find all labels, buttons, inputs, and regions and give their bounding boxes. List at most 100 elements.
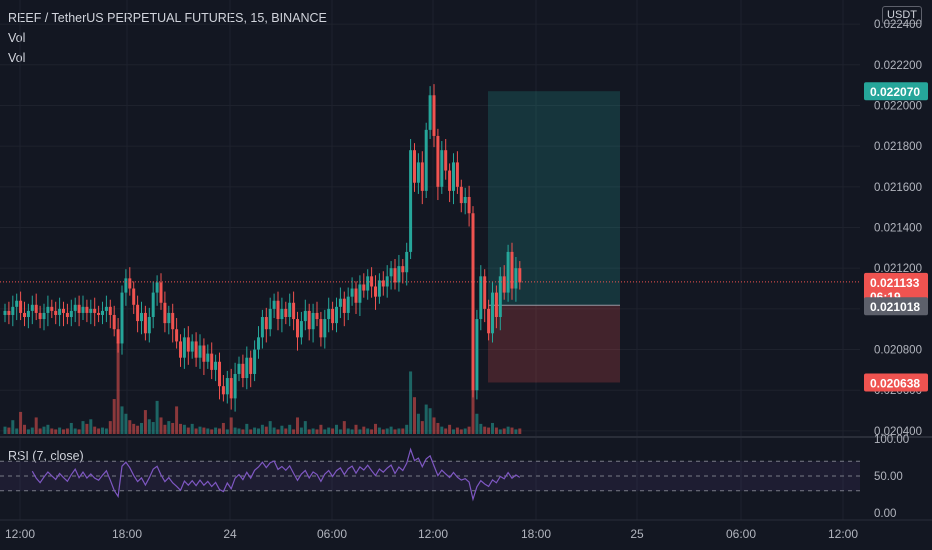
candle xyxy=(190,341,194,352)
candle xyxy=(370,276,374,287)
candle xyxy=(268,308,272,330)
candle xyxy=(284,308,288,318)
volume-bar xyxy=(354,424,358,434)
volume-bar xyxy=(440,426,444,434)
candle xyxy=(116,329,120,344)
candle xyxy=(487,308,491,334)
candle xyxy=(510,251,514,289)
price-tick-label: 0.020800 xyxy=(874,345,922,357)
candle xyxy=(381,280,385,287)
volume-bar xyxy=(89,419,93,434)
rsi-tick-label: 50.00 xyxy=(874,471,903,483)
candle xyxy=(26,310,30,318)
volume-legend-2[interactable]: Vol xyxy=(8,51,26,65)
volume-bar xyxy=(54,429,58,434)
volume-bar xyxy=(257,428,260,434)
volume-bar xyxy=(124,413,128,434)
volume-bar xyxy=(268,421,272,434)
candle xyxy=(46,306,50,313)
volume-bar xyxy=(233,427,237,434)
candle xyxy=(186,337,190,352)
candle xyxy=(479,276,483,320)
volume-bar xyxy=(159,417,163,434)
candle xyxy=(319,319,323,338)
volume-bar xyxy=(221,422,225,434)
price-tick-label: 0.021400 xyxy=(874,223,922,235)
volume-bar xyxy=(299,427,303,434)
volume-bar xyxy=(245,423,249,434)
candle xyxy=(296,319,299,338)
rsi-tick-label: 100.00 xyxy=(874,434,909,446)
volume-bar xyxy=(455,427,459,434)
candle xyxy=(377,280,381,297)
volume-bar xyxy=(487,427,491,434)
volume-bar xyxy=(491,422,494,434)
candle xyxy=(89,308,93,313)
volume-bar xyxy=(311,428,315,434)
candle xyxy=(272,300,276,309)
candle xyxy=(62,308,65,313)
candle xyxy=(346,296,350,313)
volume-legend[interactable]: Vol xyxy=(8,31,26,45)
volume-bar xyxy=(128,420,132,434)
volume-bar xyxy=(132,423,136,434)
loss-zone xyxy=(488,305,620,383)
volume-bar xyxy=(101,427,104,434)
candle xyxy=(233,373,237,399)
candle xyxy=(15,300,19,307)
candle xyxy=(315,312,319,320)
price-tick-label: 0.020400 xyxy=(874,426,922,438)
price-tick-label: 0.021600 xyxy=(874,182,922,194)
candle xyxy=(494,292,498,318)
candle xyxy=(11,306,15,315)
volume-bar xyxy=(381,429,385,434)
volume-bar xyxy=(85,423,89,434)
volume-bar xyxy=(77,429,81,434)
volume-bar xyxy=(424,404,428,434)
candle xyxy=(428,95,432,130)
volume-bar xyxy=(253,427,257,434)
candle xyxy=(175,329,179,342)
volume-bar xyxy=(175,406,179,434)
candle xyxy=(73,304,77,311)
candle xyxy=(518,268,522,283)
candle xyxy=(221,386,225,395)
volume-bar xyxy=(30,427,34,434)
volume-bar xyxy=(377,427,381,434)
candle xyxy=(245,357,249,379)
candle xyxy=(241,363,245,379)
candle xyxy=(218,361,221,387)
candle xyxy=(163,302,167,324)
candle xyxy=(354,288,358,303)
volume-bar xyxy=(237,428,241,434)
candle xyxy=(342,298,346,313)
candle xyxy=(502,276,506,293)
last-price-badge: 0.021133 xyxy=(870,276,920,290)
volume-bar xyxy=(471,378,475,434)
volume-bar xyxy=(276,429,280,434)
candle xyxy=(136,304,140,322)
volume-bar xyxy=(147,419,151,434)
volume-bar xyxy=(260,424,264,434)
volume-bar xyxy=(97,428,101,434)
price-tick-label: 0.022200 xyxy=(874,60,922,72)
volume-bar xyxy=(420,421,424,434)
candle xyxy=(292,302,296,320)
volume-bar xyxy=(136,425,140,434)
candle xyxy=(112,314,116,330)
candle xyxy=(506,251,510,293)
candle xyxy=(307,310,311,330)
currency-button[interactable]: USDT xyxy=(882,6,922,24)
volume-bar xyxy=(104,428,108,434)
time-tick-label: 18:00 xyxy=(112,527,142,541)
candle xyxy=(23,312,26,318)
candle xyxy=(237,363,241,374)
volume-bar xyxy=(241,429,245,434)
candle xyxy=(327,308,331,320)
volume-bar xyxy=(194,428,198,434)
candle xyxy=(424,129,428,191)
volume-bar xyxy=(42,426,46,434)
candle xyxy=(413,150,416,183)
volume-bar xyxy=(362,426,366,434)
